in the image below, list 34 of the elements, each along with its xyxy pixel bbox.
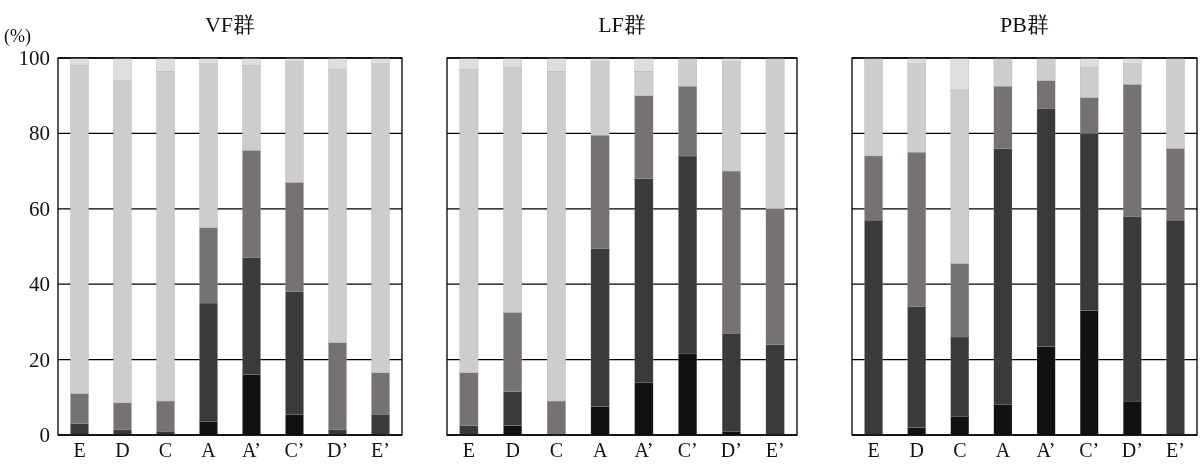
- x-tick-label: C’: [284, 439, 305, 461]
- x-tick-label: C’: [677, 439, 698, 461]
- x-tick-label: C: [549, 439, 564, 461]
- x-tick-label: E’: [1165, 439, 1185, 461]
- x-tick-label: E: [867, 439, 880, 461]
- x-tick-label: A’: [1036, 439, 1056, 461]
- x-tick-label: D: [505, 439, 520, 461]
- x-tick-label: A: [592, 439, 608, 461]
- y-tick-label: 100: [18, 46, 50, 70]
- x-tick-label: A’: [242, 439, 261, 461]
- x-tick-label: D’: [1121, 439, 1143, 461]
- x-tick-label: D: [115, 439, 130, 461]
- y-tick-label: 80: [29, 121, 50, 146]
- x-tick-label: C: [158, 439, 173, 461]
- x-tick-label: C: [953, 439, 967, 461]
- x-tick-label: E: [73, 439, 86, 461]
- y-axis-title: (%): [4, 26, 31, 47]
- y-tick-label: 60: [29, 196, 50, 221]
- x-tick-label: A: [995, 439, 1011, 461]
- x-tick-label: A: [201, 439, 217, 461]
- x-tick-label: D’: [720, 439, 742, 461]
- chart-title: VF群: [204, 12, 256, 37]
- y-tick-label: 20: [29, 347, 50, 372]
- y-tick-label: 0: [39, 423, 50, 447]
- chart-title: LF群: [598, 12, 646, 37]
- x-tick-label: E: [462, 439, 475, 461]
- x-tick-label: C’: [1079, 439, 1100, 461]
- x-tick-label: E’: [765, 439, 785, 461]
- x-tick-label: D: [909, 439, 924, 461]
- x-tick-label: D’: [326, 439, 349, 461]
- y-tick-label: 40: [29, 272, 50, 297]
- chart-title: PB群: [1000, 12, 1049, 37]
- x-tick-label: A’: [634, 439, 654, 461]
- x-tick-label: E’: [371, 439, 390, 461]
